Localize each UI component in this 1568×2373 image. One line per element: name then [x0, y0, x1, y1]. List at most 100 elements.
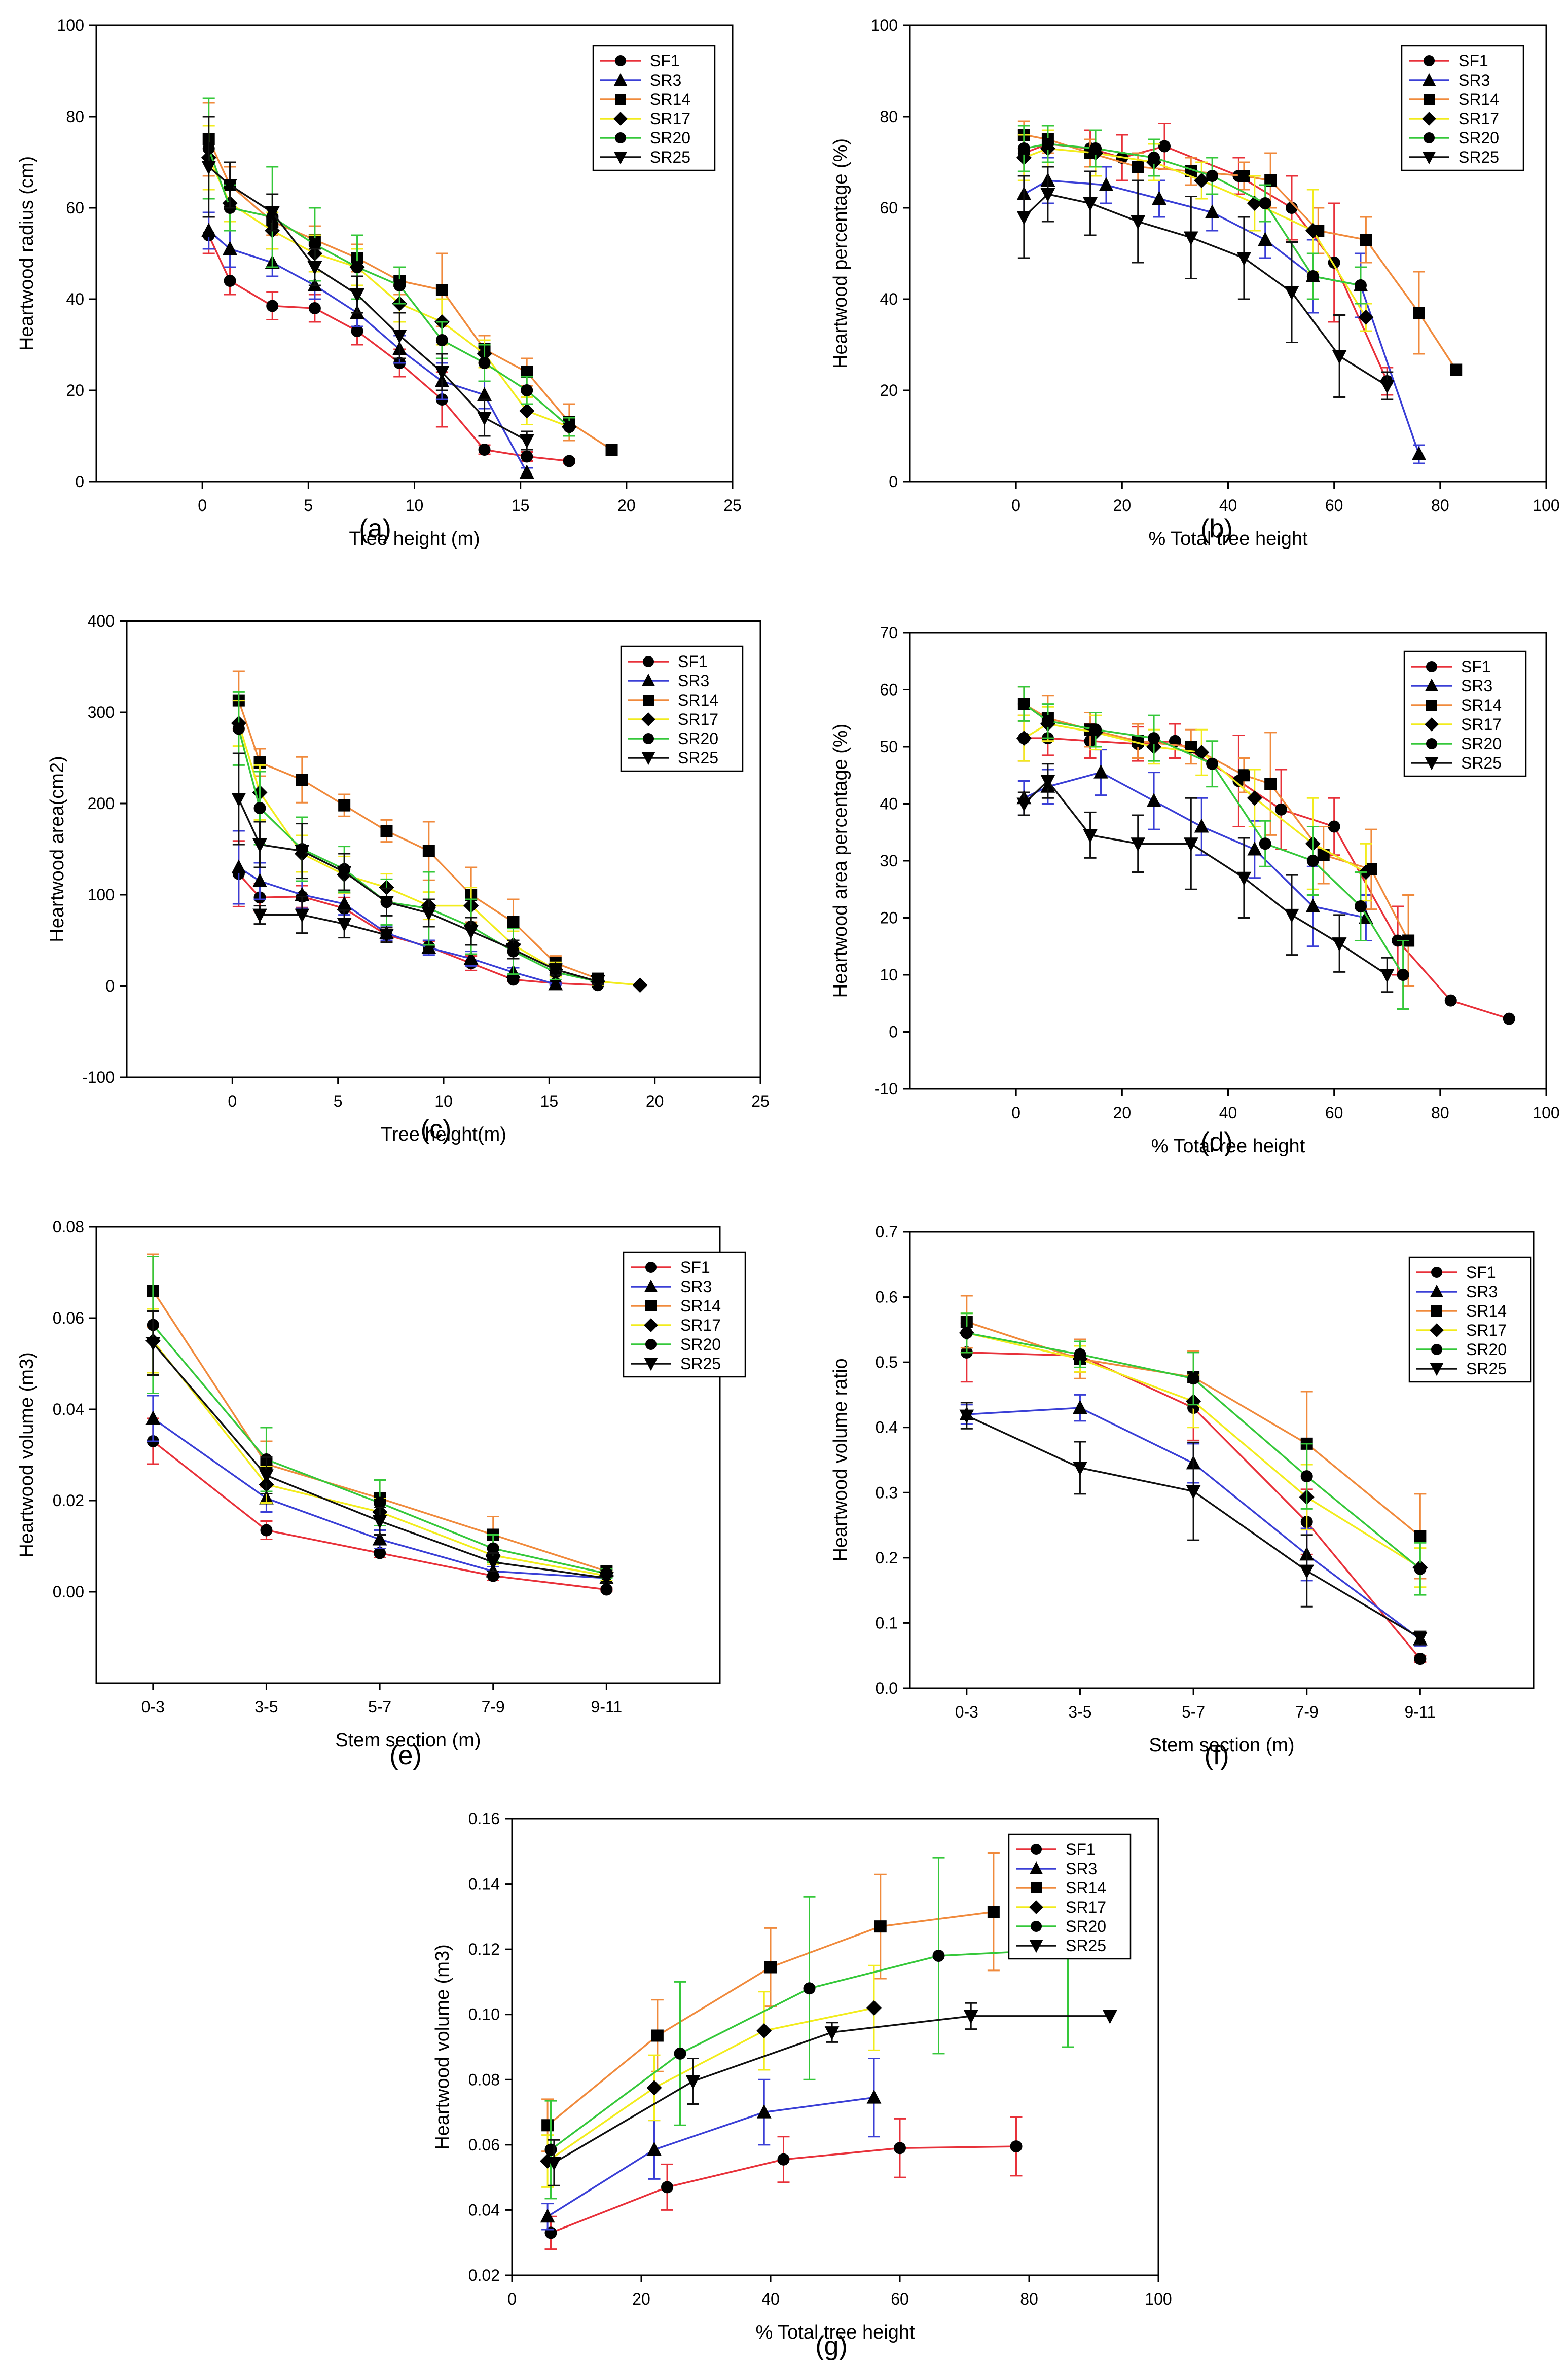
series-line	[238, 873, 598, 986]
legend-label: SR20	[680, 1335, 721, 1354]
series-SR25	[1016, 763, 1395, 993]
legend-marker	[643, 695, 654, 706]
data-point	[1017, 698, 1030, 710]
data-point	[1016, 797, 1032, 812]
y-axis-label: Heartwood area(cm2)	[47, 756, 68, 942]
x-tick-label: 25	[723, 496, 742, 515]
data-point	[521, 384, 533, 396]
x-tick-label: 60	[1325, 1104, 1343, 1122]
data-point	[1194, 745, 1210, 760]
legend-label: SR17	[1066, 1898, 1106, 1916]
legend-label: SR25	[680, 1355, 721, 1373]
plot-frame-e	[95, 1226, 721, 1684]
data-point	[1328, 820, 1340, 833]
series-SR3	[1016, 157, 1427, 464]
data-point	[1206, 757, 1219, 770]
series-line	[208, 235, 570, 462]
data-point	[1332, 937, 1347, 952]
x-tick-label: 9-11	[1405, 1703, 1436, 1721]
chart-g: 0.02 0.04 0.06 0.08 0.10 0.12 0.14 0.16 0 20 40 60 8…	[432, 1810, 1172, 2361]
x-tick-label: 5	[304, 496, 313, 515]
data-point	[674, 2047, 686, 2060]
data-point	[1305, 223, 1321, 238]
legend-box	[620, 645, 744, 772]
data-point	[548, 963, 563, 978]
legend-label: SR20	[1466, 1340, 1507, 1359]
series-SR14	[232, 670, 604, 985]
data-point	[478, 357, 491, 369]
data-point	[1306, 270, 1319, 282]
series-line	[208, 139, 612, 451]
data-point	[252, 908, 267, 923]
x-tick-label: 0	[228, 1092, 237, 1110]
x-tick-label: 60	[1325, 496, 1343, 515]
y-tick-label: 0.08	[468, 2070, 500, 2089]
data-point	[372, 1531, 387, 1546]
data-point	[145, 1410, 161, 1425]
legend-label: SF1	[1461, 658, 1491, 676]
data-point	[421, 907, 436, 921]
legend-marker	[1029, 1900, 1043, 1914]
data-point	[1237, 170, 1250, 182]
data-point	[1354, 900, 1367, 912]
y-axis-label: Heartwood volume (m3)	[16, 1352, 38, 1557]
y-tick-label: 40	[880, 290, 898, 308]
data-point	[605, 444, 618, 456]
legend-marker	[641, 712, 655, 726]
y-tick-label: 80	[880, 107, 898, 126]
legend-marker	[1424, 55, 1435, 66]
data-point	[599, 1572, 614, 1586]
y-tick-label: 0.16	[468, 1810, 500, 1828]
data-point	[1089, 723, 1102, 736]
x-tick-label: 0-3	[141, 1698, 165, 1716]
series-SR25	[1016, 166, 1395, 400]
legend-marker	[1426, 700, 1437, 711]
series-SF1	[202, 216, 575, 467]
legend-label: SR3	[650, 71, 681, 89]
data-point	[1284, 908, 1299, 923]
legend-label: SR20	[1066, 1917, 1106, 1936]
y-tick-label: 100	[88, 886, 115, 904]
legend-label: SF1	[1066, 1840, 1096, 1858]
legend-label: SF1	[680, 1258, 710, 1276]
legend-label: SR3	[1466, 1283, 1498, 1301]
data-point	[803, 1982, 816, 1995]
x-axis-label: % Total tree height	[755, 2322, 915, 2343]
y-tick-label: 0.08	[53, 1218, 84, 1236]
data-point	[1186, 1485, 1201, 1500]
series-SF1	[544, 2116, 1023, 2250]
x-tick-label: 0-3	[955, 1703, 978, 1721]
data-point	[1236, 252, 1252, 266]
data-point	[507, 916, 520, 928]
legend-marker	[1031, 1921, 1042, 1932]
legend-marker	[1422, 72, 1436, 86]
y-tick-label: 0	[889, 1023, 898, 1041]
legend-marker	[615, 55, 626, 66]
data-point	[1237, 769, 1250, 782]
data-point	[1183, 837, 1198, 852]
data-point	[519, 464, 534, 479]
data-point	[521, 450, 533, 463]
data-point	[685, 2075, 701, 2090]
series-line	[1024, 771, 1366, 919]
y-tick-label: 60	[66, 199, 84, 217]
y-tick-label: 70	[880, 624, 898, 642]
data-point	[600, 1583, 613, 1596]
y-tick-label: 40	[66, 290, 84, 308]
legend-label: SF1	[1458, 52, 1488, 70]
legend-label: SR25	[678, 749, 718, 767]
x-tick-label: 60	[891, 2290, 909, 2308]
legend-label: SR17	[680, 1316, 721, 1334]
y-tick-label: -100	[82, 1068, 115, 1086]
legend-label: SR3	[680, 1277, 712, 1296]
data-point	[435, 334, 448, 346]
series-line	[1023, 193, 1388, 387]
legend-box	[1403, 650, 1527, 777]
x-axis-label: Tree height(m)	[381, 1124, 506, 1145]
legend-marker	[644, 1318, 658, 1332]
x-axis-label: Stem section (m)	[1149, 1735, 1294, 1756]
data-point	[1158, 140, 1171, 153]
y-tick-label: 20	[880, 381, 898, 399]
series-SR17	[1016, 129, 1374, 332]
